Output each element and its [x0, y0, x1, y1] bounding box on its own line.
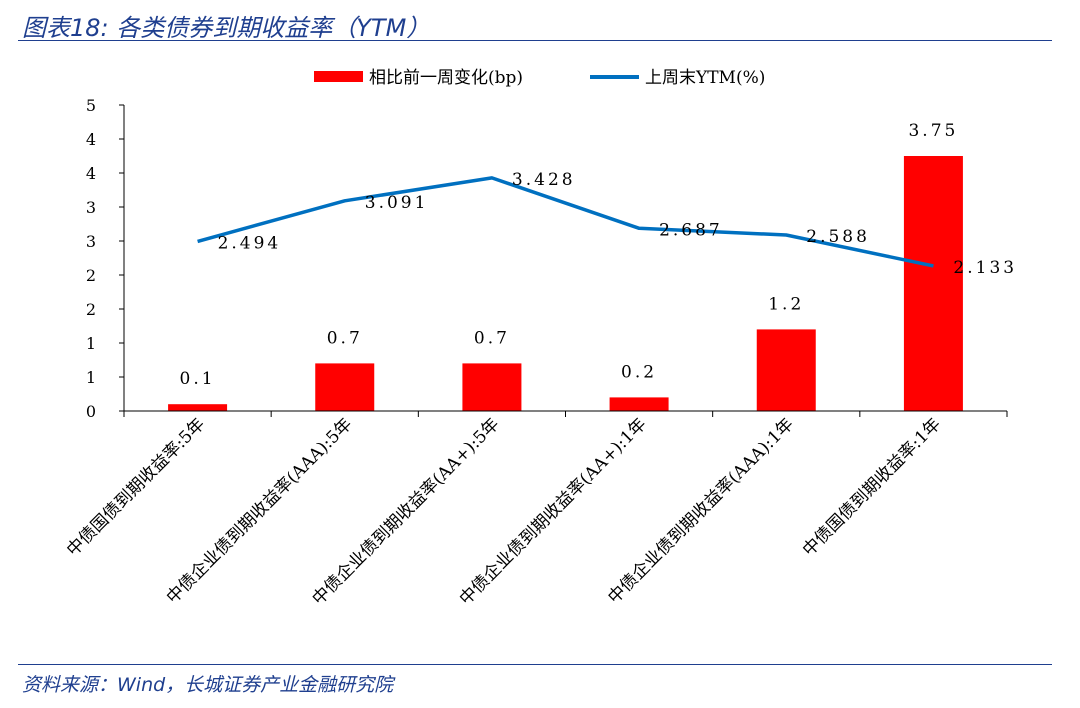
- bar: [462, 363, 522, 411]
- bar-data-label: 0.7: [327, 328, 363, 348]
- bar-data-label: 0.2: [621, 362, 657, 382]
- line-data-label: 2.687: [659, 220, 723, 240]
- line-data-label: 3.428: [512, 170, 576, 190]
- y-tick-label: 3: [86, 198, 96, 217]
- x-category-label: 中债国债到期收益率:1年: [799, 414, 945, 560]
- bar: [756, 329, 816, 411]
- figure-title: 图表18: 各类债券到期收益率（YTM）: [22, 14, 431, 42]
- y-tick-label: 0: [86, 402, 96, 421]
- line-data-label: 2.588: [806, 227, 870, 247]
- y-tick-label: 2: [86, 266, 96, 285]
- legend-bar-swatch: [314, 71, 363, 82]
- line-series: 2.494 3.091 3.428 2.687 2.588 2.133: [197, 170, 1017, 278]
- x-category-label: 中债国债到期收益率:5年: [63, 414, 209, 560]
- bar-data-label: 3.75: [908, 121, 958, 141]
- y-tick-label: 2: [86, 300, 96, 319]
- bar-data-label: 1.2: [768, 294, 804, 314]
- source-note: 资料来源：Wind，长城证券产业金融研究院: [22, 674, 394, 696]
- y-tick-label: 5: [86, 96, 96, 115]
- bar: [903, 156, 963, 411]
- bar: [168, 404, 228, 411]
- legend-line-label: 上周末YTM(%): [645, 68, 765, 88]
- x-axis: 中债国债到期收益率:5年中债企业债到期收益率(AAA):5年中债企业债到期收益率…: [63, 410, 1008, 609]
- title-rule: [18, 40, 1052, 41]
- legend-bar-label: 相比前一周变化(bp): [369, 68, 523, 88]
- line-data-label: 2.133: [953, 258, 1017, 278]
- y-tick-label: 3: [86, 232, 96, 251]
- bar: [315, 363, 375, 411]
- ytm-line: [197, 176, 934, 268]
- line-data-label: 2.494: [218, 233, 282, 253]
- footer-rule: [18, 664, 1052, 665]
- y-tick-label: 1: [86, 334, 96, 353]
- bar-data-label: 0.1: [180, 369, 216, 389]
- legend: 相比前一周变化(bp) 上周末YTM(%): [314, 68, 765, 88]
- y-tick-label: 1: [86, 368, 96, 387]
- y-tick-label: 4: [86, 130, 96, 149]
- y-tick-label: 4: [86, 164, 96, 183]
- y-axis: 0 1 1 2 2 3 3 4 4 5: [86, 96, 125, 421]
- bar-series: 0.1 0.7 0.7 0.2 1.2 3.75: [168, 121, 963, 411]
- bar: [609, 397, 669, 411]
- bar-data-label: 0.7: [474, 328, 510, 348]
- line-data-label: 3.091: [365, 193, 429, 213]
